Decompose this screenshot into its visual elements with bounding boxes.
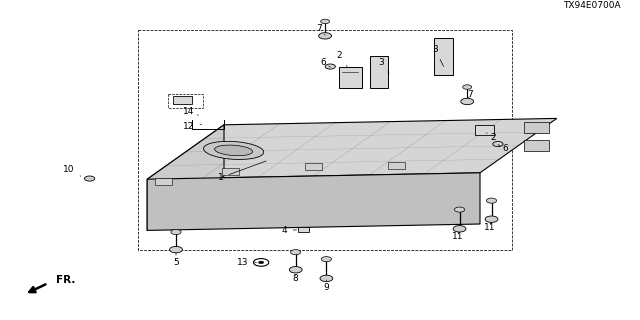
- Circle shape: [453, 226, 466, 232]
- Text: FR.: FR.: [56, 275, 76, 285]
- Text: 7: 7: [316, 24, 325, 35]
- Circle shape: [463, 85, 472, 89]
- Circle shape: [289, 267, 302, 273]
- Bar: [298, 227, 309, 232]
- Bar: [475, 125, 494, 135]
- Bar: [339, 67, 362, 88]
- Circle shape: [291, 250, 301, 255]
- Ellipse shape: [214, 145, 253, 156]
- Text: 3: 3: [378, 58, 389, 74]
- Text: 4: 4: [282, 226, 297, 235]
- Circle shape: [325, 64, 335, 69]
- Ellipse shape: [204, 141, 264, 159]
- Text: 12: 12: [183, 122, 202, 131]
- Bar: [305, 163, 322, 170]
- Circle shape: [485, 216, 498, 222]
- Text: 1: 1: [218, 161, 266, 182]
- Text: 8: 8: [293, 274, 298, 283]
- Text: 2: 2: [337, 52, 347, 67]
- Circle shape: [486, 198, 497, 203]
- Text: TX94E0700A: TX94E0700A: [563, 1, 621, 10]
- Text: 3: 3: [433, 45, 444, 66]
- FancyBboxPatch shape: [173, 96, 192, 104]
- Circle shape: [259, 261, 264, 264]
- Circle shape: [320, 275, 333, 282]
- Text: 14: 14: [183, 108, 198, 116]
- Circle shape: [321, 257, 332, 262]
- Circle shape: [319, 33, 332, 39]
- Circle shape: [84, 176, 95, 181]
- Text: 13: 13: [237, 258, 257, 267]
- Text: 7: 7: [468, 90, 473, 99]
- Circle shape: [454, 207, 465, 212]
- Circle shape: [170, 246, 182, 253]
- Text: 6: 6: [498, 144, 508, 153]
- Bar: [155, 178, 172, 185]
- Text: 11: 11: [452, 232, 463, 241]
- Text: 11: 11: [484, 223, 495, 232]
- Bar: [524, 122, 549, 133]
- Text: 5: 5: [173, 253, 179, 267]
- Circle shape: [321, 19, 330, 24]
- Text: 2: 2: [486, 133, 495, 142]
- Bar: [524, 140, 549, 151]
- Bar: [434, 38, 453, 75]
- Circle shape: [461, 98, 474, 105]
- Bar: [370, 56, 388, 88]
- Text: 10: 10: [63, 165, 81, 176]
- Circle shape: [171, 229, 181, 235]
- Polygon shape: [147, 118, 557, 179]
- Text: 9: 9: [324, 280, 329, 292]
- Bar: [388, 162, 405, 169]
- Polygon shape: [147, 173, 480, 230]
- Polygon shape: [147, 125, 224, 230]
- Circle shape: [493, 141, 503, 147]
- Text: 6: 6: [321, 58, 330, 67]
- Bar: [222, 168, 239, 175]
